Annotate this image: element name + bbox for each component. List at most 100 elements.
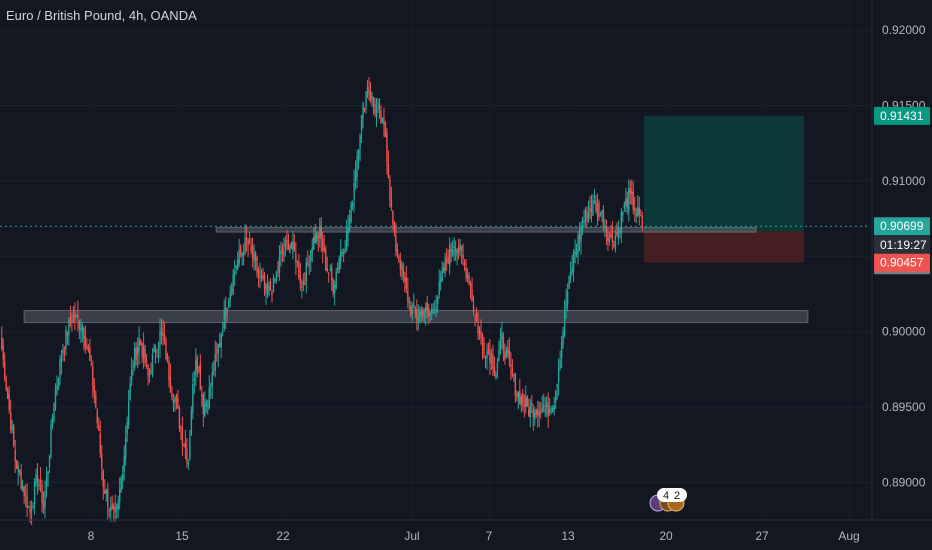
x-tick-label: 8 — [88, 529, 95, 543]
candle-body — [641, 215, 643, 228]
candle — [247, 238, 249, 258]
candle-body — [75, 315, 78, 317]
candle-body — [590, 207, 593, 213]
candle-body — [365, 91, 367, 106]
candle-body — [175, 394, 178, 401]
x-tick-label: 7 — [486, 529, 493, 543]
candle-body — [438, 281, 440, 295]
candle-body — [487, 348, 490, 354]
candle-body — [296, 260, 299, 262]
candle-body — [577, 234, 579, 254]
candle — [546, 396, 548, 418]
candle — [148, 368, 151, 383]
candle-body — [189, 438, 191, 459]
candle — [332, 277, 334, 298]
candle — [522, 389, 524, 412]
candle — [590, 194, 593, 223]
candle — [577, 230, 579, 265]
candle — [120, 475, 122, 493]
candle-body — [27, 506, 30, 508]
candle — [472, 295, 475, 316]
candle-body — [372, 97, 375, 106]
candle — [554, 389, 557, 410]
candle — [63, 346, 66, 362]
candle-body — [44, 491, 46, 509]
candle-body — [350, 203, 352, 222]
candle-body — [463, 261, 466, 265]
candle-body — [163, 334, 166, 340]
candle — [399, 252, 402, 277]
candle-body — [593, 199, 596, 204]
candle-body — [287, 240, 290, 250]
candle-body — [151, 353, 154, 374]
candle-body — [171, 393, 173, 397]
candle — [638, 196, 640, 226]
candle — [493, 356, 496, 377]
candle — [447, 249, 449, 265]
candle-body — [69, 317, 72, 323]
target-zone — [644, 115, 804, 232]
candle-body — [239, 245, 242, 254]
candle — [11, 419, 13, 434]
candle — [347, 214, 349, 247]
candle-body — [516, 393, 518, 396]
candle-body — [317, 235, 319, 239]
candle — [557, 358, 560, 396]
symbol-title[interactable]: Euro / British Pound, 4h, OANDA — [6, 8, 197, 23]
candle-body — [480, 332, 482, 338]
candle — [375, 97, 378, 128]
candle — [78, 319, 81, 340]
candle — [159, 318, 161, 359]
candle — [625, 187, 627, 213]
candle-body — [357, 149, 360, 160]
candle-body — [610, 234, 612, 238]
candle-body — [23, 486, 25, 497]
candle — [265, 282, 267, 306]
candle — [251, 237, 254, 268]
candle — [575, 243, 578, 258]
candle — [116, 503, 118, 519]
candle-body — [74, 312, 76, 321]
candle-body — [619, 231, 621, 233]
candle-body — [386, 132, 388, 162]
time-axis[interactable]: 8 15 22 Jul 7 13 20 27 Aug — [0, 519, 932, 543]
candle-body — [108, 510, 110, 512]
candle — [560, 335, 563, 368]
candle-body — [4, 361, 6, 381]
candle-body — [230, 288, 233, 292]
candle — [313, 227, 315, 251]
candle — [44, 480, 46, 519]
candle-body — [351, 203, 354, 207]
candle-body — [280, 251, 282, 256]
candle-body — [550, 411, 552, 413]
candle — [141, 342, 143, 363]
candle — [165, 336, 167, 361]
y-tick-label: 0.91000 — [882, 174, 926, 188]
candle — [378, 98, 381, 119]
candle — [172, 393, 175, 412]
price-axis[interactable]: 0.920000.915000.910000.905000.900000.895… — [871, 0, 926, 520]
last-price-tag-box — [874, 217, 930, 236]
candle-body — [425, 306, 427, 313]
candle-body — [383, 118, 385, 126]
candle-body — [629, 188, 632, 194]
candle-body — [14, 450, 16, 462]
candle-body — [10, 412, 12, 431]
candle-body — [389, 179, 391, 199]
candle — [308, 255, 311, 276]
candle — [492, 344, 494, 377]
candle — [326, 256, 328, 273]
candle — [296, 260, 299, 268]
candle — [186, 438, 188, 468]
candle — [210, 382, 212, 400]
candle — [396, 243, 399, 259]
candle — [413, 293, 415, 309]
candle — [475, 307, 478, 322]
candle — [345, 219, 348, 252]
candle-body — [227, 300, 230, 308]
candle-body — [195, 360, 197, 376]
candle-body — [124, 437, 127, 459]
